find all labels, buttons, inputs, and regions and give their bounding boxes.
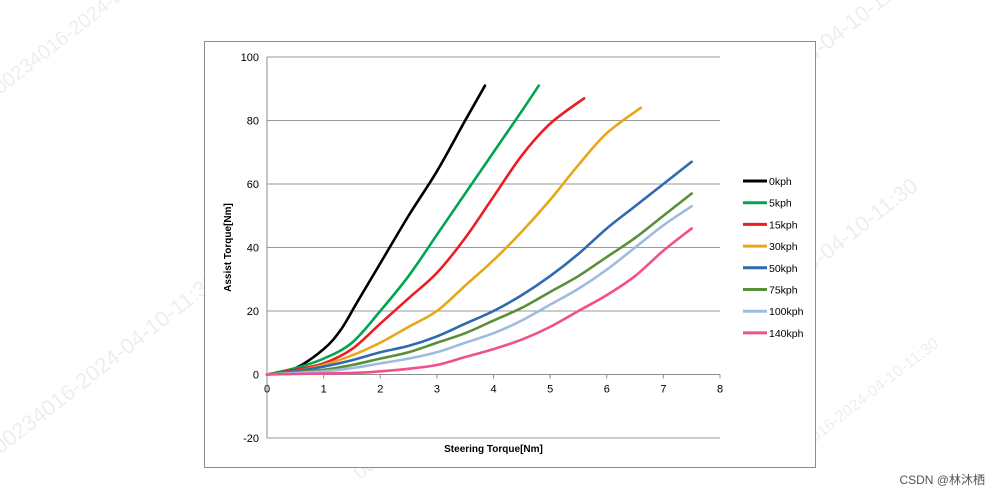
x-tick-label: 6: [604, 384, 610, 396]
series-lines: [265, 84, 693, 376]
series-line-140kph: [265, 227, 693, 376]
series-line-30kph: [265, 106, 643, 376]
y-tick-label: 0: [253, 370, 259, 382]
y-tick-label: 20: [247, 306, 259, 318]
x-tick-label: 1: [321, 384, 327, 396]
series-line-15kph: [265, 96, 586, 376]
legend-label: 100kph: [769, 306, 804, 318]
watermark-text: 00234016-2024-04-10-11:30: [0, 0, 203, 99]
y-tick-label: 40: [247, 243, 259, 255]
legend-label: 50kph: [769, 263, 798, 275]
x-tick-label: 3: [434, 384, 440, 396]
x-tick-label: 2: [377, 384, 383, 396]
y-tick-label: 80: [247, 116, 259, 128]
line-chart: -20 0 20 40 60 80 100 0 1 2 3 4 5 6 7 8 Assist Torque[N…: [223, 52, 804, 455]
legend: 0kph 5kph 15kph 30kph 50kph 75kph 100kph 140kph: [743, 176, 804, 340]
y-tick-label: 60: [247, 179, 259, 191]
y-tick-label: 100: [241, 52, 259, 64]
y-axis-title: Assist Torque[Nm]: [223, 203, 234, 292]
series-line-100kph: [265, 204, 693, 376]
source-credit: CSDN @林沐栖: [899, 473, 985, 487]
x-tick-label: 4: [490, 384, 496, 396]
series-line-0kph: [265, 84, 487, 376]
x-tick-label: 7: [660, 384, 666, 396]
series-line-75kph: [265, 192, 693, 376]
legend-label: 140kph: [769, 328, 804, 340]
x-tick-label: 5: [547, 384, 553, 396]
legend-label: 0kph: [769, 176, 792, 188]
x-tick-label: 8: [717, 384, 723, 396]
series-line-50kph: [265, 160, 693, 376]
x-tick-label: 0: [264, 384, 270, 396]
legend-label: 75kph: [769, 285, 798, 297]
y-tick-label: -20: [243, 433, 259, 445]
legend-label: 30kph: [769, 241, 798, 253]
series-line-5kph: [265, 84, 541, 376]
legend-label: 5kph: [769, 198, 792, 210]
watermark-text: 00234016-2024-04-10-11:30: [0, 268, 223, 459]
x-axis-title: Steering Torque[Nm]: [444, 444, 543, 455]
legend-label: 15kph: [769, 219, 798, 231]
gridlines: [267, 56, 720, 439]
chart-frame: -20 0 20 40 60 80 100 0 1 2 3 4 5 6 7 8 Assist Torque[N…: [204, 41, 816, 468]
tick-labels: -20 0 20 40 60 80 100 0 1 2 3 4 5 6 7 8: [241, 52, 723, 445]
